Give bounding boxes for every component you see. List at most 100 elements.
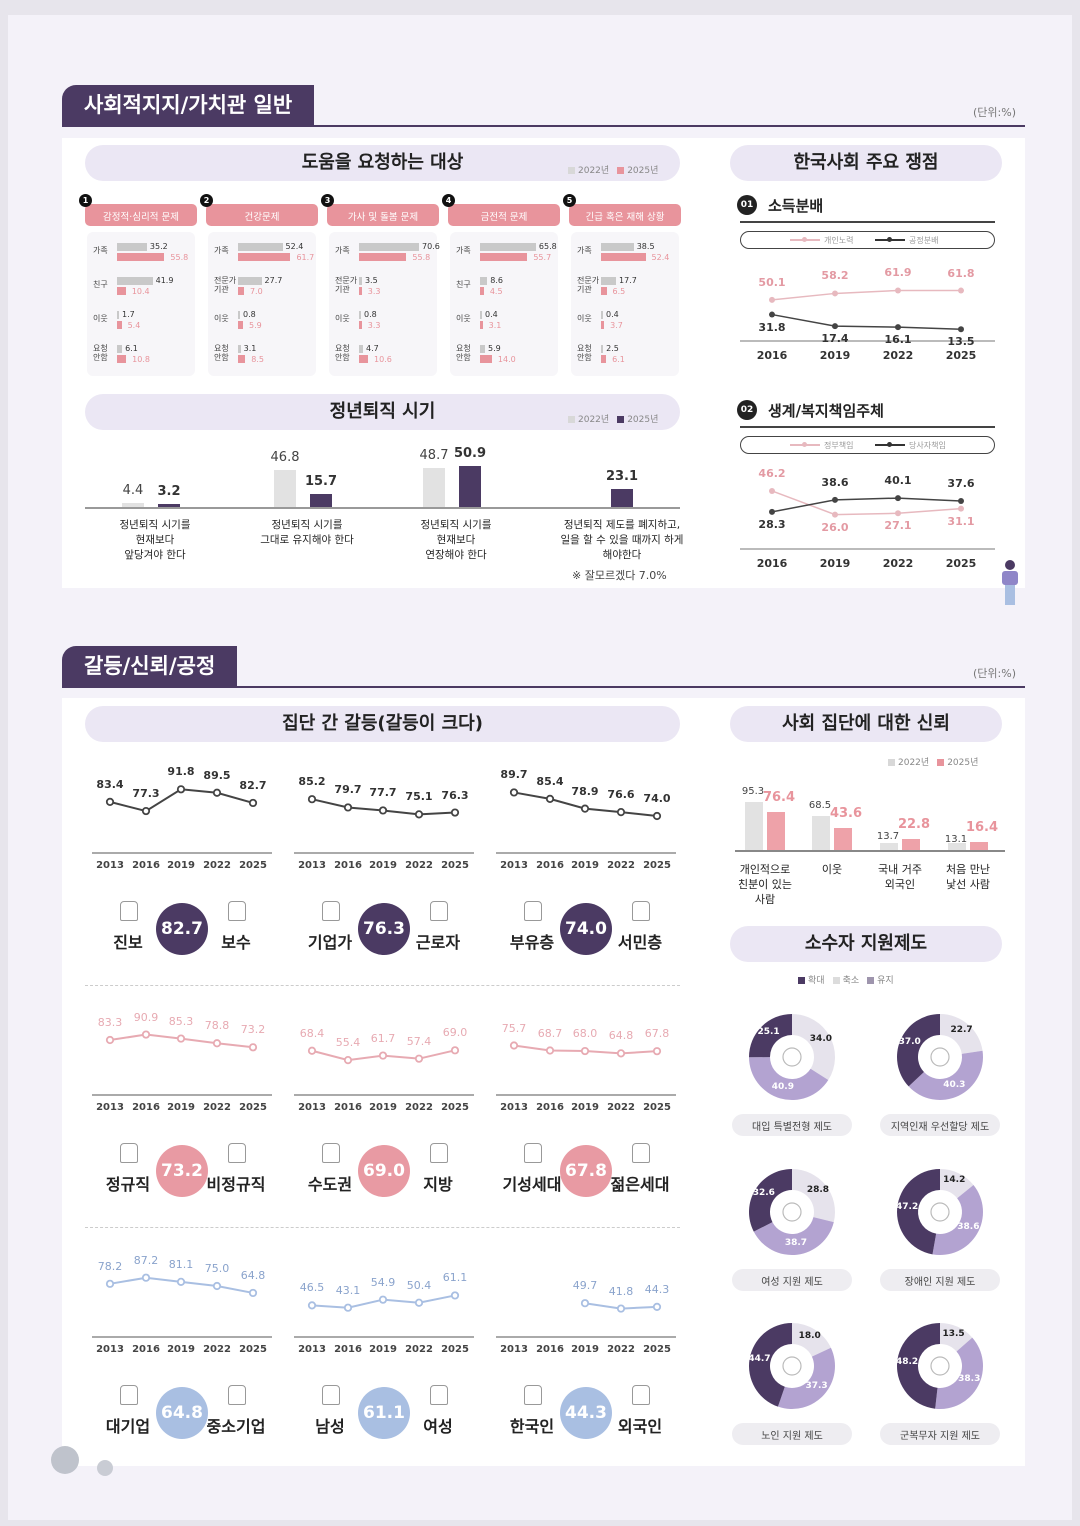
x-tick: 2025 <box>945 349 977 362</box>
policy-label-pill <box>880 1269 1000 1291</box>
x-tick: 2025 <box>441 1344 469 1355</box>
data-label: 57.4 <box>406 1034 432 1048</box>
current-value-bubble <box>156 1387 208 1439</box>
data-label: 44.3 <box>644 1282 670 1296</box>
data-point <box>616 1049 626 1058</box>
bar-2022 <box>601 345 604 353</box>
person-figure-icon <box>1002 571 1018 585</box>
legend-marker <box>802 237 807 242</box>
data-point <box>176 1034 186 1043</box>
bar-2025 <box>601 321 605 329</box>
right-group-label: 비정규직 <box>206 1175 266 1194</box>
series-line <box>771 490 962 516</box>
legend-marker <box>887 237 892 242</box>
data-label: 77.7 <box>369 786 397 800</box>
help-category-badge <box>448 204 560 226</box>
current-value: 44.3 <box>565 1403 607 1423</box>
current-value-bubble <box>358 1387 410 1439</box>
group-icon <box>524 901 542 921</box>
donut-segment-reduce <box>940 1323 973 1352</box>
data-label: 83.4 <box>96 777 124 791</box>
legend-swatch <box>568 416 575 423</box>
segment-label: 40.9 <box>771 1081 794 1092</box>
x-tick: 2025 <box>643 1344 671 1355</box>
section-title-1: 사회적지지/가치관 일반 <box>62 85 315 125</box>
left-group-label: 정규직 <box>105 1175 151 1194</box>
current-value: 76.3 <box>363 919 405 939</box>
data-label: 91.8 <box>167 765 195 779</box>
help-row-label: 친구 <box>456 280 471 289</box>
data-label: 38.6 <box>821 475 849 489</box>
help-row-label: 이웃 <box>577 314 592 323</box>
x-tick: 2022 <box>405 1344 433 1355</box>
x-tick: 2025 <box>643 860 671 871</box>
data-label: 77.3 <box>132 787 160 801</box>
value-2025: 76.4 <box>762 789 796 805</box>
value-2022: 38.5 <box>636 242 655 251</box>
current-value: 67.8 <box>565 1161 607 1181</box>
help-category-badge <box>85 204 197 226</box>
unit-label: (단위:%) <box>973 106 1016 119</box>
value-2025: 10.4 <box>131 287 150 296</box>
value-2025: 8.5 <box>251 355 264 364</box>
group-icon <box>322 1143 340 1163</box>
issue-legend <box>740 231 995 249</box>
data-label: 61.7 <box>370 1031 396 1045</box>
value-2025: 23.1 <box>605 468 639 484</box>
legend-swatch <box>937 759 945 766</box>
bar-2025 <box>480 321 483 329</box>
wheelchair-icon <box>930 1202 950 1222</box>
donut-segment-keep <box>749 1057 829 1100</box>
dashed-divider <box>85 985 680 986</box>
bar-2022 <box>480 311 482 319</box>
segment-label: 14.2 <box>943 1175 966 1186</box>
value-2025: 43.6 <box>829 806 863 822</box>
data-label: 46.5 <box>299 1281 325 1295</box>
x-tick: 2019 <box>369 1344 397 1355</box>
data-label: 64.8 <box>240 1268 266 1282</box>
value-2022: 46.8 <box>270 449 300 465</box>
group-icon <box>524 1385 542 1405</box>
legend-label: 2025년 <box>627 415 659 425</box>
value-2025: 7.0 <box>249 287 263 296</box>
data-point <box>378 1051 388 1060</box>
legend-label: 2025년 <box>627 166 659 176</box>
data-point <box>248 1288 258 1298</box>
legend-label: 2022년 <box>578 415 610 425</box>
current-value: 69.0 <box>363 1161 405 1181</box>
value-2022: 0.8 <box>364 310 377 319</box>
issue-title: 생계/복지책임주체 <box>768 402 884 420</box>
data-label: 37.6 <box>947 477 975 490</box>
policy-label: 군복무자 지원 제도 <box>900 1431 980 1442</box>
data-point <box>769 311 775 318</box>
data-point <box>141 1273 151 1282</box>
data-label: 58.2 <box>821 269 849 283</box>
value-2025: 5.9 <box>249 321 262 330</box>
gear-icon <box>51 1446 79 1474</box>
help-row-label: 가족 <box>577 246 592 255</box>
donut-segment-keep <box>908 1050 983 1100</box>
help-legend: 2022년 2025년 <box>560 163 658 176</box>
data-point <box>769 487 775 494</box>
right-group-label: 근로자 <box>415 933 461 952</box>
policy-label: 대입 특별전형 제도 <box>752 1122 832 1133</box>
bar-2025 <box>117 355 127 363</box>
legend-swatch <box>832 977 840 984</box>
data-point <box>652 1047 662 1056</box>
data-point <box>414 1054 424 1063</box>
data-point <box>343 1056 353 1065</box>
bar-2025 <box>767 811 785 850</box>
group-icon <box>228 1385 246 1405</box>
legend-label: 개인노력 <box>824 236 854 245</box>
number-badge: 2 <box>200 194 213 207</box>
value-2022: 41.9 <box>155 276 174 285</box>
data-point <box>248 1043 258 1052</box>
x-tick: 2013 <box>298 1102 326 1113</box>
number-badge: 1 <box>79 194 92 207</box>
legend-swatch <box>798 977 805 984</box>
legend-swatch <box>888 759 895 766</box>
data-label: 74.0 <box>643 792 671 805</box>
data-point <box>958 505 964 512</box>
series-line <box>771 497 962 513</box>
legend-label: 유지 <box>877 976 894 986</box>
